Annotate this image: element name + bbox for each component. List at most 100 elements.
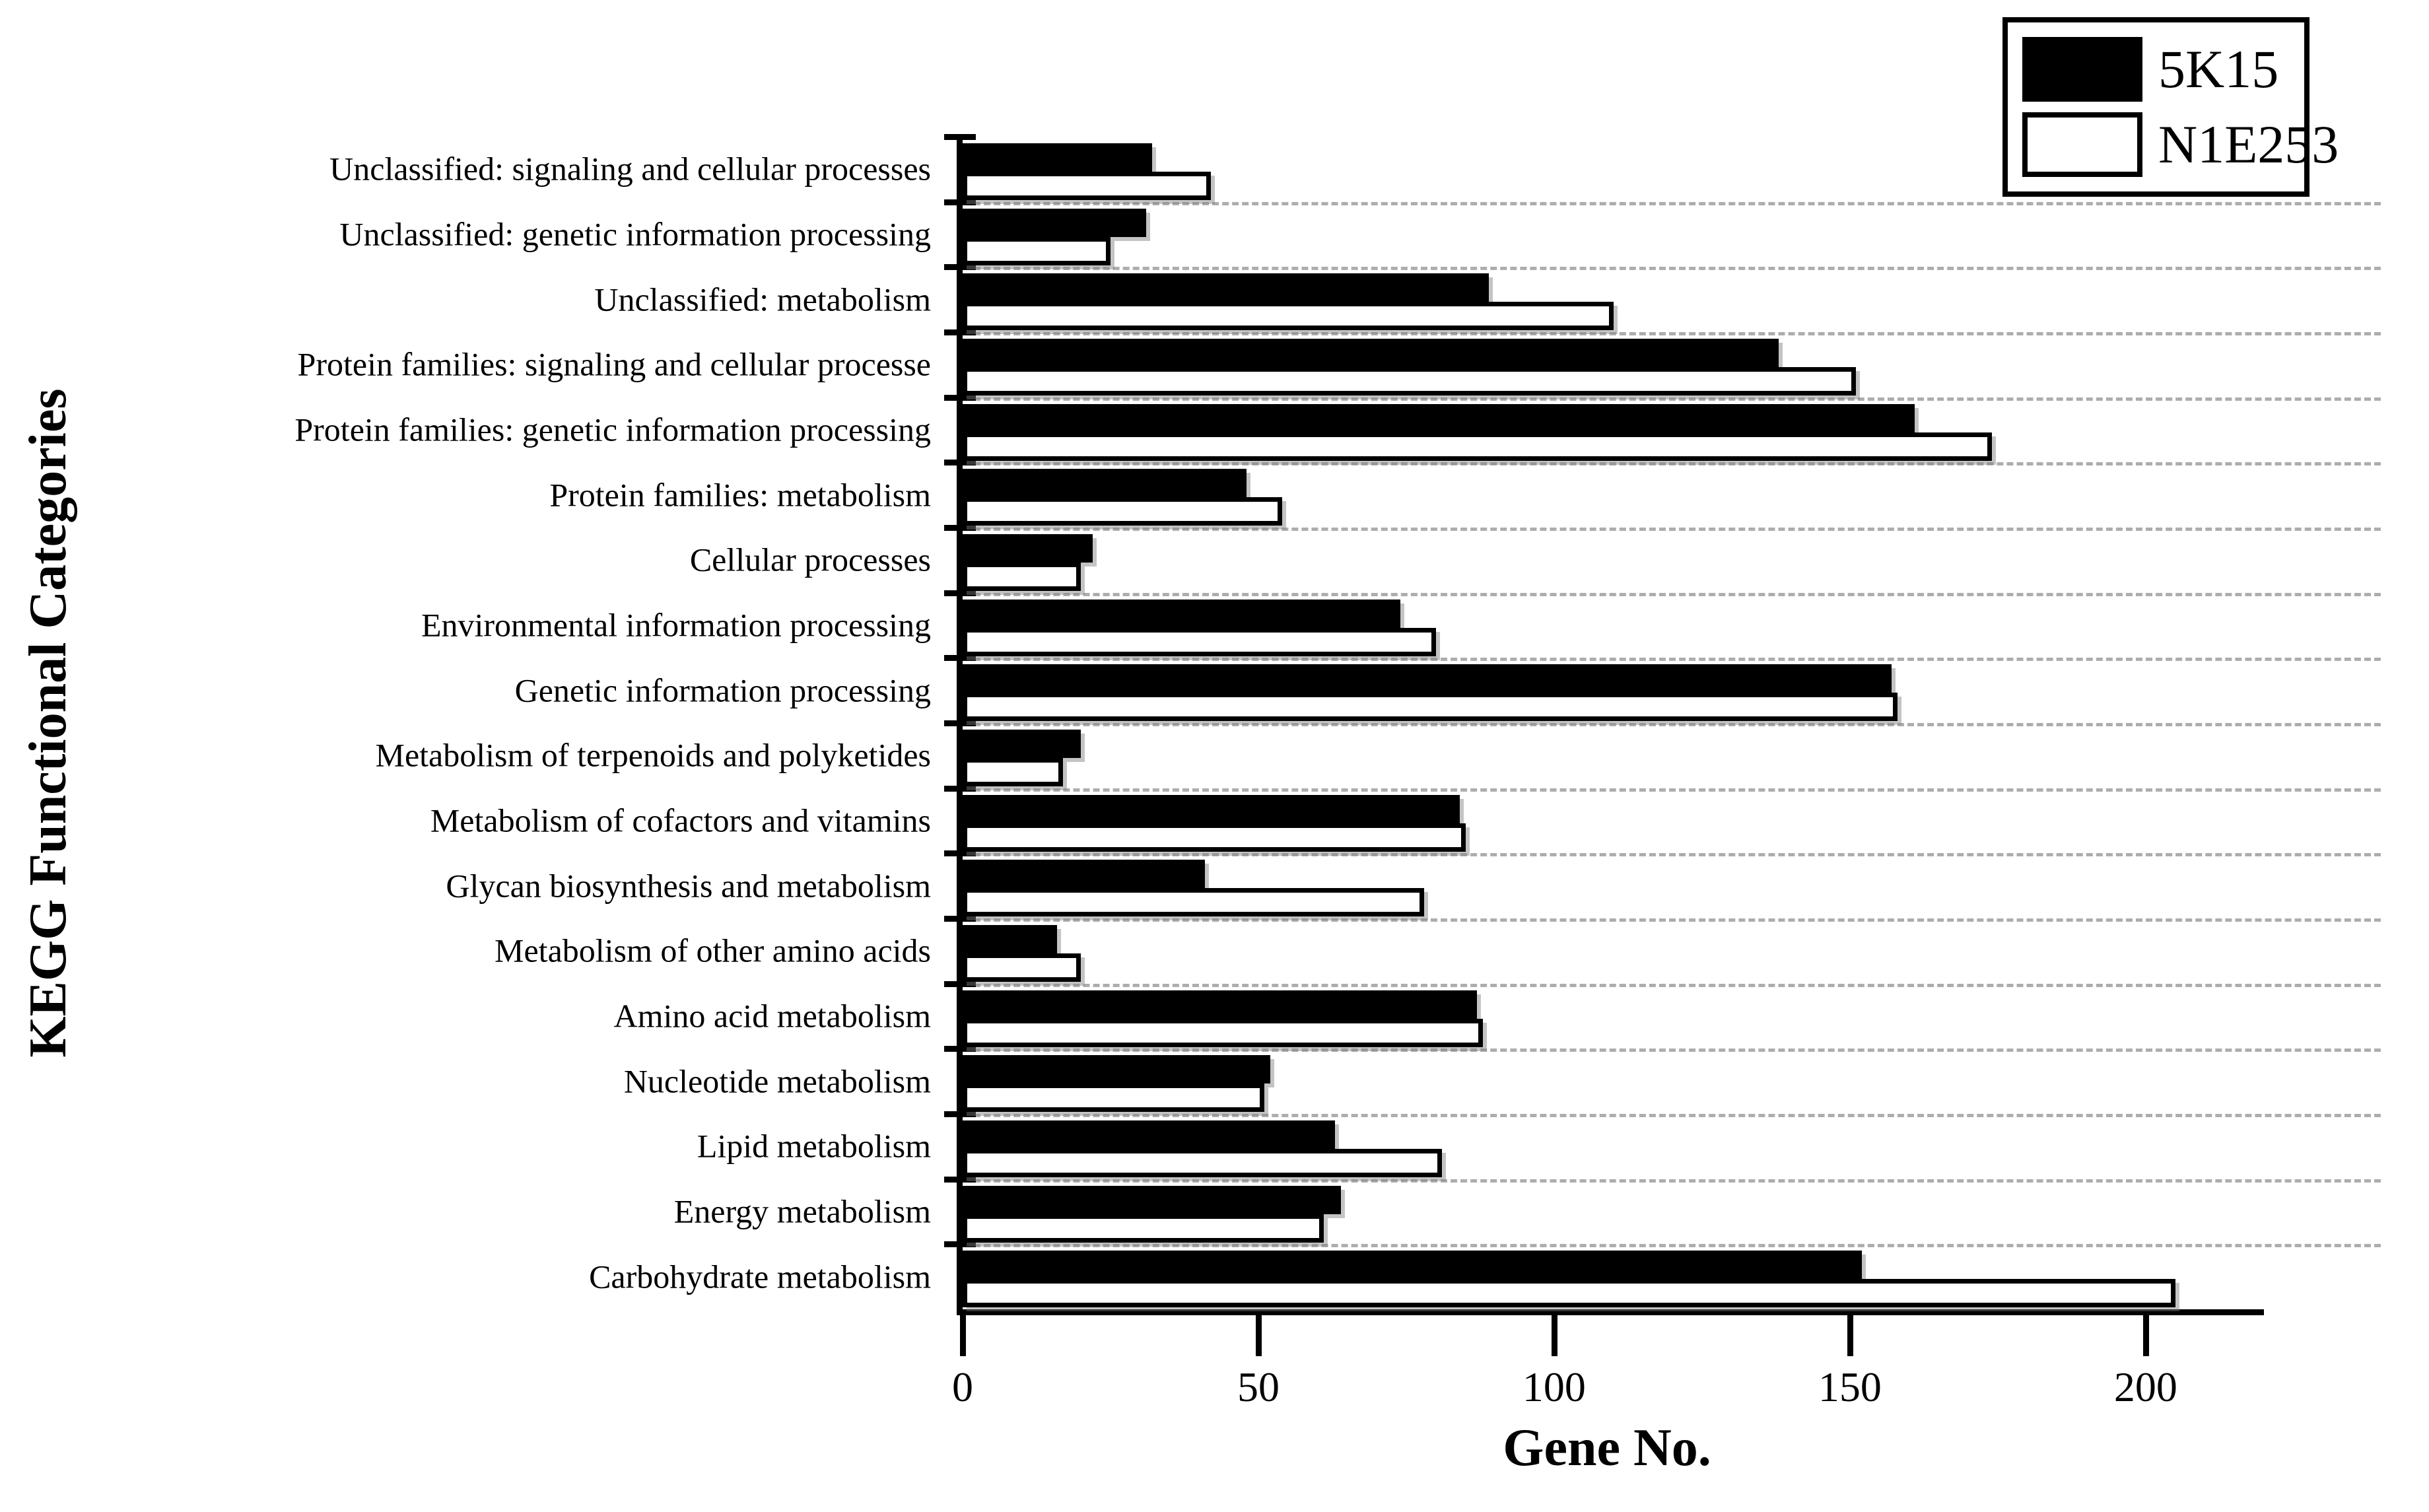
category-labels: Unclassified: signaling and cellular pro… [0, 137, 940, 1309]
legend-swatch-filled [2022, 37, 2142, 102]
bar-n1e253 [963, 1018, 1484, 1047]
x-axis-tick-label: 50 [1237, 1363, 1280, 1410]
legend-label: 5K15 [2158, 39, 2279, 99]
category-separator-gridline [964, 723, 2381, 726]
y-axis-tick [944, 720, 976, 726]
bar-n1e253 [963, 367, 1856, 395]
bar-5k15 [963, 1251, 1862, 1280]
category-label: Nucleotide metabolism [623, 1062, 931, 1100]
bar-5k15 [963, 469, 1247, 498]
category-separator-gridline [964, 267, 2381, 271]
bar-5k15 [963, 664, 1892, 693]
bar-n1e253 [963, 497, 1282, 526]
x-axis-tick-label: 200 [2113, 1363, 2177, 1410]
category-label: Environmental information processing [421, 606, 931, 644]
y-axis-tick [944, 980, 976, 987]
x-axis-tick [960, 1315, 966, 1356]
plot-area: 0 50 100 150 200 [944, 134, 2381, 1408]
y-axis-tick [944, 916, 976, 922]
bar-5k15 [963, 599, 1400, 628]
category-label: Metabolism of other amino acids [495, 932, 931, 969]
x-axis-tick-label: 0 [952, 1363, 973, 1410]
y-axis-tick [944, 850, 976, 857]
category-label: Protein families: signaling and cellular… [297, 345, 931, 383]
category-label: Glycan biosynthesis and metabolism [446, 867, 931, 905]
category-label: Protein families: metabolism [549, 476, 931, 514]
y-axis-tick [944, 1241, 976, 1248]
bar-5k15 [963, 1185, 1342, 1214]
bar-n1e253 [963, 302, 1614, 331]
legend-swatch-open [2022, 112, 2142, 177]
category-label: Unclassified: metabolism [594, 281, 931, 318]
category-separator-gridline [964, 1114, 2381, 1117]
bar-n1e253 [963, 432, 1992, 461]
bar-n1e253 [963, 953, 1081, 982]
category-label: Energy metabolism [673, 1192, 931, 1230]
category-label: Protein families: genetic information pr… [294, 411, 931, 448]
bar-n1e253 [963, 1149, 1442, 1177]
category-separator-gridline [964, 1179, 2381, 1183]
bar-5k15 [963, 860, 1206, 889]
x-axis-tick [1551, 1315, 1557, 1356]
category-label: Unclassified: genetic information proces… [339, 215, 931, 253]
category-separator-gridline [964, 658, 2381, 662]
bar-5k15 [963, 208, 1146, 237]
category-label: Unclassified: signaling and cellular pro… [329, 150, 931, 188]
y-axis-tick [944, 655, 976, 662]
bar-5k15 [963, 534, 1093, 563]
category-separator-gridline [964, 201, 2381, 205]
x-axis-tick-label: 100 [1522, 1363, 1586, 1410]
y-axis-tick [944, 525, 976, 531]
category-separator-gridline [964, 592, 2381, 596]
bar-5k15 [963, 990, 1478, 1019]
category-separator-gridline [964, 983, 2381, 987]
bar-5k15 [963, 339, 1779, 367]
legend: 5K15 N1E253 [2002, 17, 2339, 197]
bar-5k15 [963, 273, 1489, 302]
y-axis-tick [944, 199, 976, 205]
category-separator-gridline [964, 397, 2381, 401]
bar-n1e253 [963, 693, 1898, 722]
y-axis-tick [944, 134, 976, 140]
bar-n1e253 [963, 236, 1111, 265]
x-axis-tick-label: 150 [1818, 1363, 1882, 1410]
category-separator-gridline [964, 462, 2381, 466]
category-separator-gridline [964, 853, 2381, 857]
category-label: Lipid metabolism [697, 1127, 931, 1165]
bar-5k15 [963, 730, 1081, 758]
category-separator-gridline [964, 1048, 2381, 1052]
bar-n1e253 [963, 1083, 1264, 1113]
y-axis-tick [944, 590, 976, 596]
x-axis-tick [2142, 1315, 2149, 1356]
category-separator-gridline [964, 918, 2381, 922]
x-axis-tick [1255, 1315, 1262, 1356]
y-axis-tick [944, 394, 976, 401]
category-separator-gridline [964, 788, 2381, 792]
bar-5k15 [963, 794, 1460, 823]
x-axis-tick [1847, 1315, 1853, 1356]
bar-n1e253 [963, 823, 1466, 852]
y-axis-tick [944, 1111, 976, 1117]
bar-5k15 [963, 1055, 1270, 1084]
y-axis-tick [944, 460, 976, 466]
legend-entry-5k15: 5K15 [2022, 37, 2290, 102]
y-axis-tick [944, 1046, 976, 1052]
category-label: Genetic information processing [514, 671, 931, 709]
x-axis-title: Gene No. [1503, 1419, 1711, 1477]
y-axis-tick [944, 329, 976, 335]
y-axis-tick [944, 1176, 976, 1183]
bar-5k15 [963, 403, 1915, 432]
category-separator-gridline [964, 1244, 2381, 1248]
bar-n1e253 [963, 888, 1424, 917]
bar-5k15 [963, 1120, 1336, 1149]
y-axis-tick [944, 264, 976, 271]
category-separator-gridline [964, 332, 2381, 335]
bar-n1e253 [963, 563, 1081, 591]
bar-5k15 [963, 143, 1152, 172]
category-label: Amino acid metabolism [613, 997, 931, 1035]
bar-n1e253 [963, 627, 1436, 656]
bar-n1e253 [963, 172, 1212, 200]
category-label: Carbohydrate metabolism [589, 1258, 931, 1295]
category-label: Metabolism of terpenoids and polyketides [375, 736, 931, 774]
